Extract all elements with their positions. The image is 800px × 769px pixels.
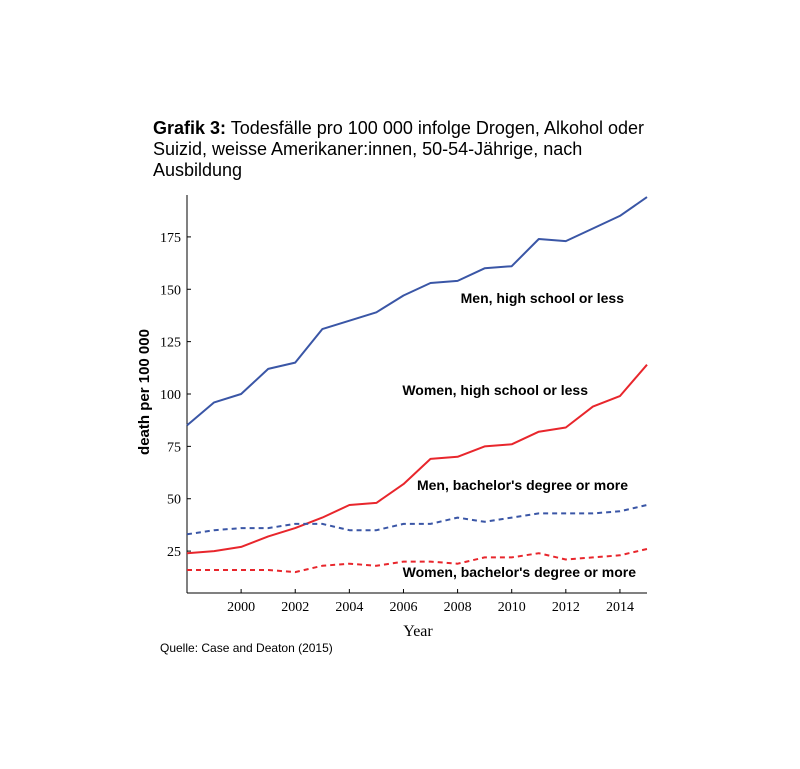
chart-title: Grafik 3: Todesfälle pro 100 000 infolge… bbox=[153, 118, 673, 181]
y-tick-label: 125 bbox=[160, 336, 181, 351]
y-tick-label: 25 bbox=[167, 545, 181, 560]
series-line-3 bbox=[187, 548, 648, 574]
x-tick-label: 2012 bbox=[552, 600, 580, 615]
x-tick-label: 2002 bbox=[281, 600, 309, 615]
x-tick-label: 2010 bbox=[498, 600, 526, 615]
series-label-2: Men, bachelor's degree or more bbox=[417, 477, 628, 493]
x-tick-label: 2004 bbox=[335, 600, 363, 615]
x-tick-label: 2000 bbox=[227, 600, 255, 615]
y-tick-label: 100 bbox=[160, 388, 181, 403]
source-note: Quelle: Case and Deaton (2015) bbox=[160, 641, 333, 655]
series-lines bbox=[186, 196, 648, 574]
series-label-1: Women, high school or less bbox=[402, 382, 588, 398]
x-tick-label: 2014 bbox=[606, 600, 634, 615]
series-line-1 bbox=[186, 364, 648, 555]
ticks: 25 50 75 100 125 150 175 2000 2002 2004 2006 2008 20… bbox=[160, 231, 634, 615]
series-line-0 bbox=[186, 196, 648, 427]
series-label-3: Women, bachelor's degree or more bbox=[403, 564, 637, 580]
y-tick-label: 75 bbox=[167, 440, 181, 455]
series-line-2 bbox=[186, 504, 648, 536]
y-axis-label: death per 100 000 bbox=[136, 329, 153, 455]
y-tick-label: 175 bbox=[160, 231, 181, 246]
series-labels: Men, high school or less Women, high scho… bbox=[402, 290, 636, 580]
chart-title-prefix: Grafik 3: bbox=[153, 118, 227, 138]
y-tick-label: 50 bbox=[167, 493, 181, 508]
x-tick-label: 2008 bbox=[444, 600, 472, 615]
chart-title-text: Todesfälle pro 100 000 infolge Drogen, A… bbox=[153, 118, 645, 180]
x-tick-label: 2006 bbox=[389, 600, 417, 615]
series-label-0: Men, high school or less bbox=[461, 290, 625, 306]
x-axis-label: Year bbox=[403, 623, 433, 640]
y-tick-label: 150 bbox=[160, 283, 181, 298]
